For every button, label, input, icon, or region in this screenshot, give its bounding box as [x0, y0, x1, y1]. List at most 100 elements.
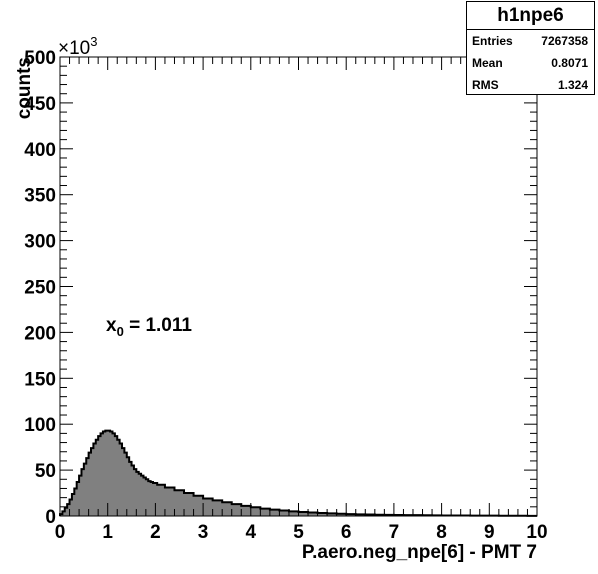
x-tick-labels: 0 1 2 3 4 5 6 7 8 9 10: [55, 522, 548, 543]
histogram-bar: [279, 510, 290, 516]
x-axis-title: P.aero.neg_npe[6] - PMT 7: [302, 542, 537, 563]
histogram-bar: [145, 479, 149, 516]
histogram-bar: [76, 482, 80, 516]
x-tick-label: 9: [484, 522, 495, 543]
x-tick-label: 7: [389, 522, 400, 543]
stat-value: 0.8071: [551, 56, 588, 70]
histogram-bar: [95, 439, 99, 516]
histogram-bar: [157, 484, 166, 516]
stats-title: h1npe6: [467, 2, 594, 30]
peak-annotation: x0 = 1.011: [106, 315, 192, 339]
y-tick-label: 250: [24, 278, 56, 299]
histogram-bar: [184, 493, 194, 516]
histogram-bar: [308, 512, 318, 516]
y-tick-label: 400: [24, 140, 56, 161]
x-tick-label: 10: [526, 522, 547, 543]
y-tick-label: 50: [35, 461, 56, 482]
histogram-bar: [119, 443, 123, 516]
histogram-bar: [107, 430, 111, 516]
stat-row-entries: Entries 7267358: [467, 30, 594, 52]
axis-ticks: [59, 56, 538, 517]
histogram-bar: [327, 513, 338, 516]
histogram-bar: [86, 458, 90, 516]
histogram-bar: [93, 443, 97, 516]
y-axis-multiplier: ×103: [58, 34, 97, 59]
histogram-bar: [91, 448, 94, 516]
x-tick-label: 3: [198, 522, 209, 543]
histogram-bar: [222, 502, 233, 516]
histogram-bar: [138, 473, 142, 516]
stat-value: 7267358: [541, 34, 588, 48]
histogram-bar: [62, 511, 66, 516]
y-tick-label: 0: [45, 507, 56, 528]
histogram-bar: [102, 431, 106, 516]
y-tick-labels: 0 50 100 150 200 250 300 350 400 450 500: [24, 48, 56, 528]
y-tick-label: 200: [24, 323, 56, 344]
histogram-bar: [79, 475, 82, 516]
y-multiplier-base: ×10: [58, 38, 90, 59]
histogram-bar: [71, 493, 75, 516]
histogram-bar: [122, 448, 125, 516]
histogram-bar: [269, 509, 280, 516]
stat-row-mean: Mean 0.8071: [467, 52, 594, 74]
histogram-bar: [141, 475, 144, 516]
histogram-bar: [241, 505, 252, 516]
y-tick-label: 300: [24, 232, 56, 253]
histogram-bar: [81, 469, 85, 516]
histogram-bar: [112, 433, 116, 516]
histogram-bar: [164, 487, 175, 516]
stat-row-rms: RMS 1.324: [467, 74, 594, 96]
histogram-bar: [193, 495, 204, 516]
histogram-bar: [69, 499, 73, 516]
histogram-bar: [83, 463, 87, 516]
histogram-bar: [231, 504, 242, 516]
histogram-bar: [110, 431, 113, 516]
x-tick-label: 0: [55, 522, 66, 543]
stat-label: RMS: [472, 78, 499, 92]
y-tick-label: 100: [24, 415, 56, 436]
x-tick-label: 5: [293, 522, 304, 543]
histogram-bar: [131, 465, 135, 516]
histogram-bar: [67, 504, 70, 516]
y-tick-label: 500: [24, 48, 56, 69]
histogram-bar: [288, 511, 299, 516]
histogram-bar: [117, 439, 121, 516]
histogram-bar: [260, 508, 271, 516]
annotation-subscript: 0: [117, 324, 124, 339]
y-tick-label: 450: [24, 94, 56, 115]
histogram-bar: [74, 488, 78, 516]
y-tick-label: 150: [24, 369, 56, 390]
stats-box: h1npe6 Entries 7267358 Mean 0.8071 RMS 1…: [466, 1, 595, 95]
histogram-bar: [153, 482, 158, 516]
histogram-bar: [126, 457, 130, 516]
histogram-bar: [250, 507, 261, 516]
annotation-symbol: x: [106, 315, 117, 336]
histogram-bar: [150, 482, 154, 516]
x-tick-label: 1: [102, 522, 113, 543]
histogram-bar: [298, 512, 309, 516]
histogram-bar: [174, 490, 185, 516]
y-multiplier-exponent: 3: [90, 34, 97, 49]
histogram-bar: [212, 500, 223, 516]
histogram-bar: [136, 471, 140, 516]
x-tick-label: 6: [341, 522, 352, 543]
histogram-bar: [114, 436, 118, 516]
histogram-bar: [336, 513, 347, 516]
x-tick-label: 4: [246, 522, 257, 543]
x-tick-label: 8: [436, 522, 447, 543]
annotation-value: = 1.011: [124, 315, 193, 336]
histogram-bar: [124, 452, 128, 516]
histogram-bar: [100, 433, 104, 516]
y-tick-label: 350: [24, 186, 56, 207]
plot-frame: [59, 56, 538, 517]
histogram-bar: [317, 513, 328, 516]
stat-value: 1.324: [557, 78, 588, 92]
y-axis-title: counts: [14, 57, 35, 119]
stat-label: Entries: [472, 34, 513, 48]
histogram-bar: [105, 430, 109, 516]
histogram-bar: [88, 452, 92, 516]
histogram-bar: [133, 469, 137, 516]
histogram-bar: [64, 507, 68, 516]
stat-label: Mean: [472, 56, 503, 70]
